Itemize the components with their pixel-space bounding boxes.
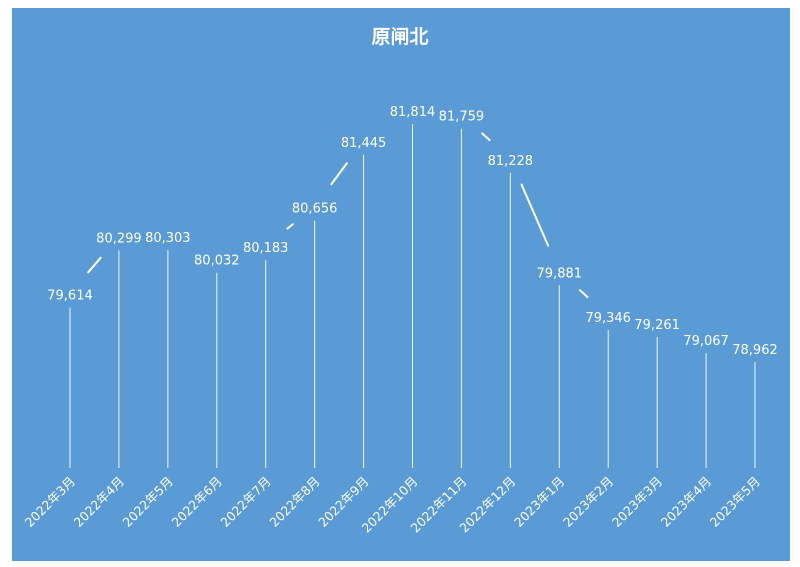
x-tick-label: 2022年4月 <box>71 474 127 530</box>
series-line-segment <box>481 132 491 142</box>
data-label: 80,032 <box>194 254 240 269</box>
x-tick-label: 2022年7月 <box>217 474 273 530</box>
x-tick-label: 2022年6月 <box>169 474 225 530</box>
x-tick-label: 2023年5月 <box>707 474 763 530</box>
x-tick-label: 2023年3月 <box>609 474 665 530</box>
data-label: 79,614 <box>47 289 93 304</box>
data-label: 81,445 <box>341 136 387 151</box>
series-line-segment <box>578 289 589 299</box>
data-label: 80,183 <box>243 241 289 256</box>
series-line-segment <box>520 183 550 247</box>
data-label: 79,881 <box>537 266 583 281</box>
data-label: 80,299 <box>96 231 142 246</box>
data-label: 79,067 <box>683 334 729 349</box>
data-label: 80,656 <box>292 202 338 217</box>
series-line-segment <box>286 223 294 230</box>
chart-panel <box>12 8 790 561</box>
data-label: 81,228 <box>488 154 534 169</box>
data-label: 78,962 <box>732 343 778 358</box>
data-label: 81,759 <box>439 110 485 125</box>
series-line-segment <box>87 256 102 274</box>
x-tick-label: 2022年8月 <box>266 474 322 530</box>
data-label: 80,303 <box>145 231 191 246</box>
x-tick-label: 2023年1月 <box>511 474 567 530</box>
x-tick-label: 2023年2月 <box>560 474 616 530</box>
x-tick-label: 2023年4月 <box>658 474 714 530</box>
data-label: 81,814 <box>390 105 436 120</box>
data-label: 79,346 <box>585 311 631 326</box>
data-label: 79,261 <box>634 318 680 333</box>
x-tick-label: 2022年3月 <box>22 474 78 530</box>
chart-title: 原闸北 <box>371 26 429 48</box>
series-line-segment <box>330 162 348 186</box>
x-tick-label: 2022年5月 <box>120 474 176 530</box>
